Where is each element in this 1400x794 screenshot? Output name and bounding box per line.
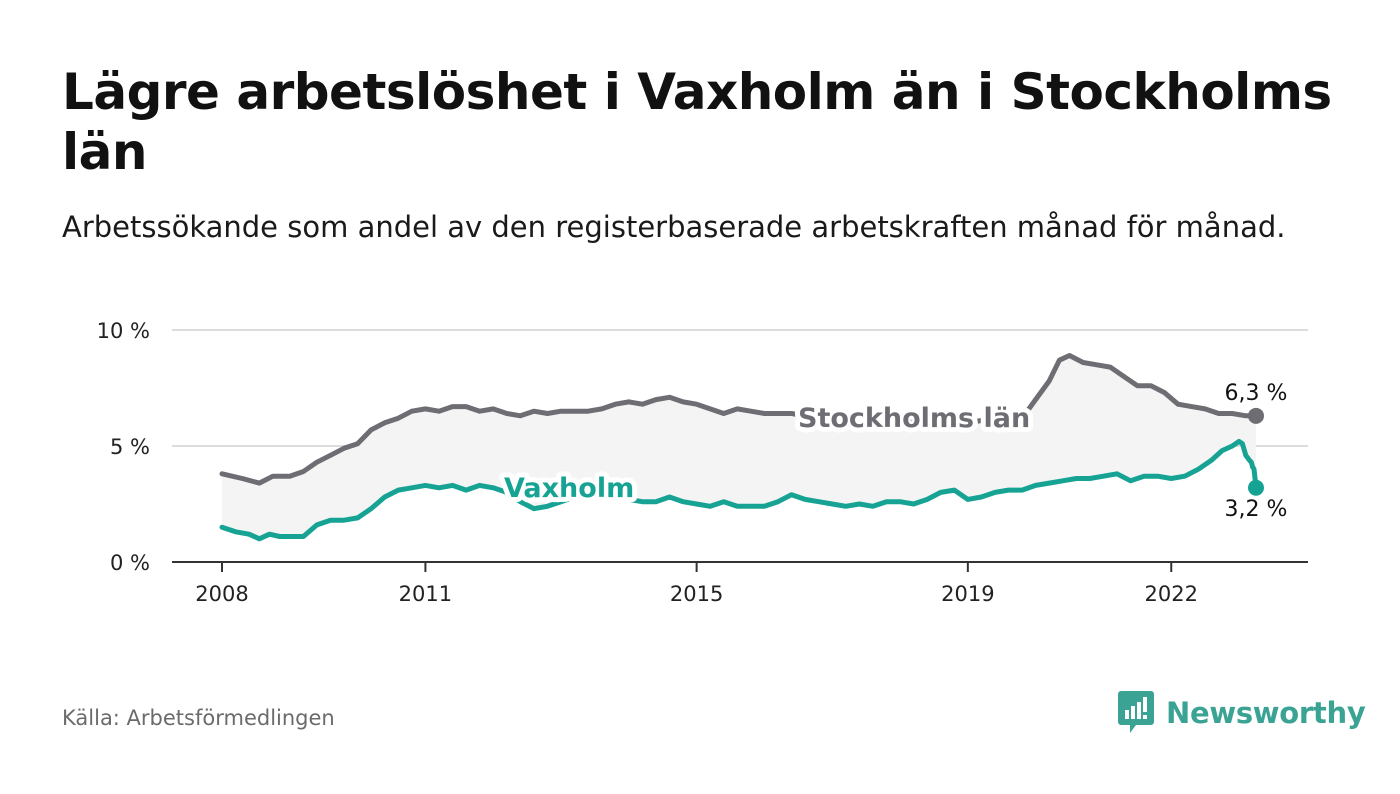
newsworthy-bar-chart-icon: [1118, 691, 1154, 733]
series-end-dot: [1248, 407, 1264, 424]
series-band: [222, 355, 1256, 539]
chart-title: Lägre arbetslöshet i Vaxholm än i Stockh…: [62, 63, 1332, 181]
x-tick-label: 2008: [195, 582, 248, 606]
y-tick-label: 10 %: [97, 319, 150, 343]
y-tick-label: 5 %: [110, 435, 150, 459]
source-note: Källa: Arbetsförmedlingen: [62, 706, 335, 730]
brand-name: Newsworthy: [1166, 696, 1366, 730]
x-tick-label: 2022: [1145, 582, 1198, 606]
series-line-stockholms-lan: [219, 353, 1259, 486]
line-chart: 0 % 5 % 10 % 2008 2011 2015 2019 2022 Stockholms…: [97, 319, 1308, 606]
x-tick-label: 2015: [670, 582, 723, 606]
series-label-halo: Vaxholm: [504, 473, 634, 504]
series-label: Stockholms län: [798, 403, 1030, 434]
series-end-dot: [1248, 479, 1264, 496]
brand-logo[interactable]: Newsworthy: [1118, 690, 1366, 736]
x-tick-label: 2019: [941, 582, 994, 606]
series-label: Vaxholm: [504, 473, 634, 504]
end-value-label: 3,2 %: [1225, 497, 1288, 522]
x-tick-label: 2011: [399, 582, 452, 606]
series-line-vaxholm: [219, 438, 1259, 542]
y-tick-label: 0 %: [110, 551, 150, 575]
chart-subtitle: Arbetssökande som andel av den registerb…: [62, 210, 1286, 244]
end-value-label: 6,3 %: [1225, 381, 1288, 406]
series-label-halo: Stockholms län: [798, 403, 1030, 434]
